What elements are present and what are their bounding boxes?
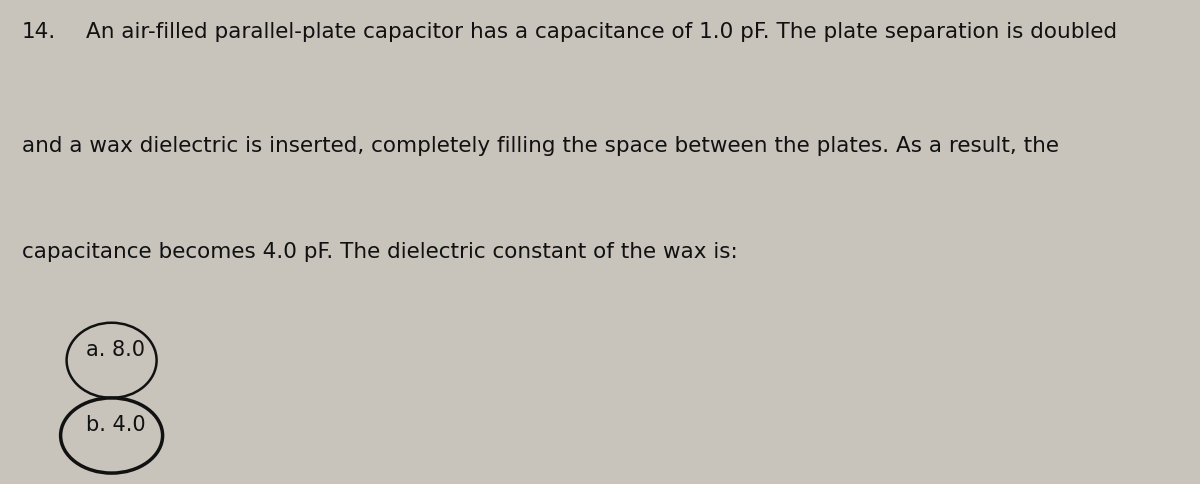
- Text: capacitance becomes 4.0 pF. The dielectric constant of the wax is:: capacitance becomes 4.0 pF. The dielectr…: [22, 242, 737, 262]
- Text: a. 8.0: a. 8.0: [86, 339, 145, 359]
- Text: and a wax dielectric is inserted, completely filling the space between the plate: and a wax dielectric is inserted, comple…: [22, 136, 1058, 155]
- Text: 14.: 14.: [22, 22, 56, 42]
- Text: An air-filled parallel-plate capacitor has a capacitance of 1.0 pF. The plate se: An air-filled parallel-plate capacitor h…: [86, 22, 1117, 42]
- Text: b. 4.0: b. 4.0: [86, 414, 146, 434]
